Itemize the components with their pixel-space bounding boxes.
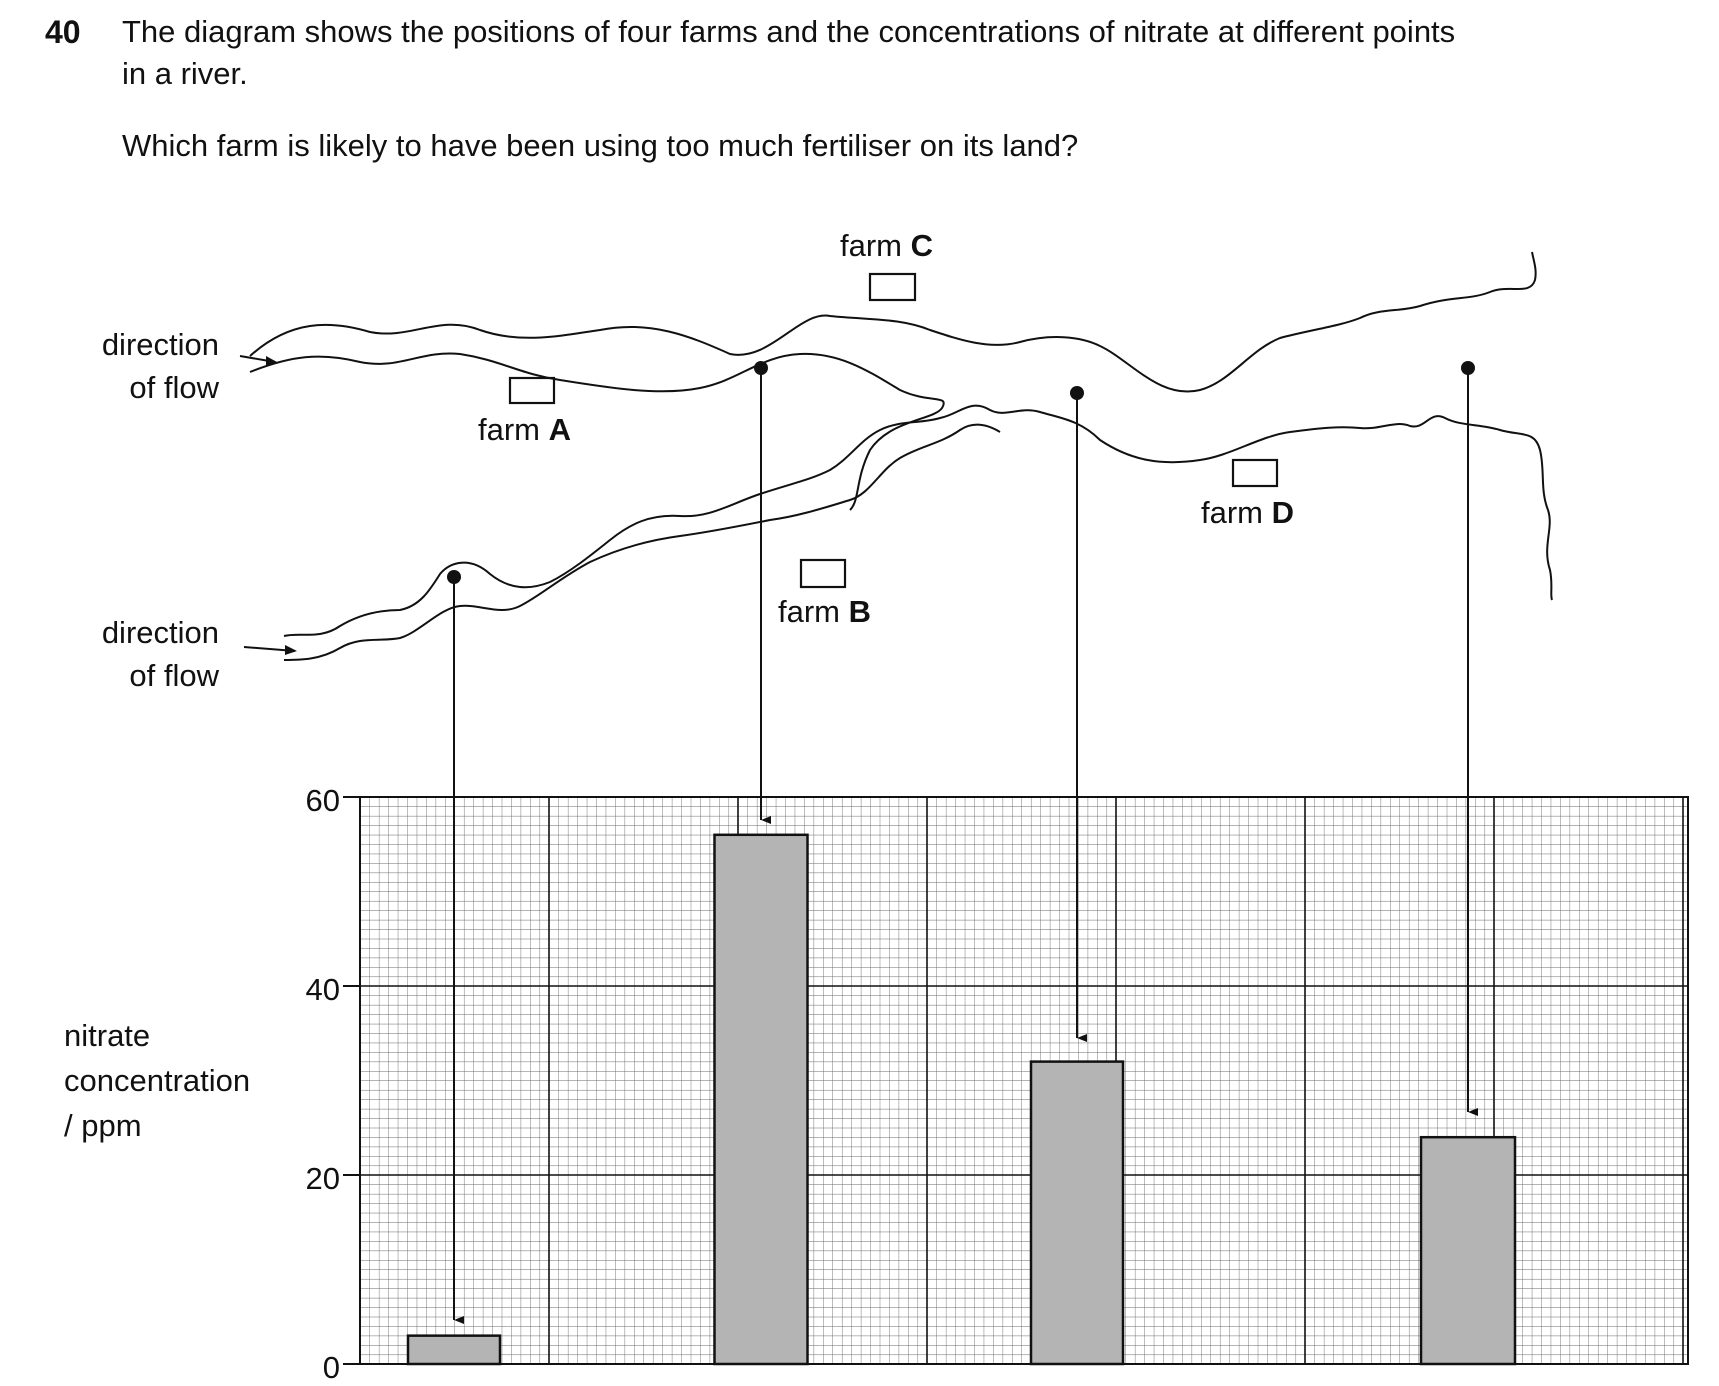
- farm-d: farm D: [1201, 458, 1294, 530]
- sampling-point-3: [1070, 386, 1087, 1042]
- farm-a: farm A: [478, 376, 571, 447]
- bar-4: [1419, 1135, 1517, 1366]
- bar-3: [1029, 1060, 1125, 1366]
- flow-label-bottom-line-1: direction: [102, 615, 219, 650]
- river-main-channel: [249, 251, 1553, 661]
- flow-label-top-line-1: direction: [102, 327, 219, 362]
- bar-1: [406, 1334, 502, 1366]
- svg-text:farm B: farm B: [778, 594, 871, 629]
- y-tick-label-60: 60: [306, 783, 340, 818]
- y-axis-ticks: [343, 796, 360, 1365]
- sampling-point-1: [447, 570, 464, 1324]
- svg-text:farm D: farm D: [1201, 495, 1294, 530]
- sampling-point-4: [1461, 361, 1478, 1116]
- flow-arrow-top-head: [266, 356, 277, 366]
- bars: [406, 833, 1517, 1366]
- y-axis-label-line-2: concentration: [64, 1063, 250, 1098]
- y-tick-label-20: 20: [306, 1161, 340, 1196]
- question-text-line-2: in a river.: [122, 56, 248, 91]
- y-tick-label-0: 0: [323, 1350, 340, 1385]
- flow-arrow-bottom-head: [285, 645, 297, 655]
- farm-b: farm B: [778, 558, 871, 629]
- bar-2: [713, 833, 809, 1366]
- flow-label-bottom-line-2: of flow: [129, 658, 219, 693]
- question-prompt: Which farm is likely to have been using …: [122, 128, 1079, 163]
- flow-label-top-line-2: of flow: [129, 370, 219, 405]
- farm-c: farm C: [840, 228, 933, 302]
- question-number: 40: [45, 14, 81, 50]
- y-tick-label-40: 40: [306, 972, 340, 1007]
- sampling-point-2: [754, 361, 771, 824]
- svg-text:farm A: farm A: [478, 412, 571, 447]
- y-axis-label-line-3: / ppm: [64, 1108, 142, 1143]
- question-text-line-1: The diagram shows the positions of four …: [122, 14, 1456, 49]
- svg-text:farm C: farm C: [840, 228, 933, 263]
- flow-arrows: [239, 355, 296, 652]
- y-axis-label-line-1: nitrate: [64, 1018, 150, 1053]
